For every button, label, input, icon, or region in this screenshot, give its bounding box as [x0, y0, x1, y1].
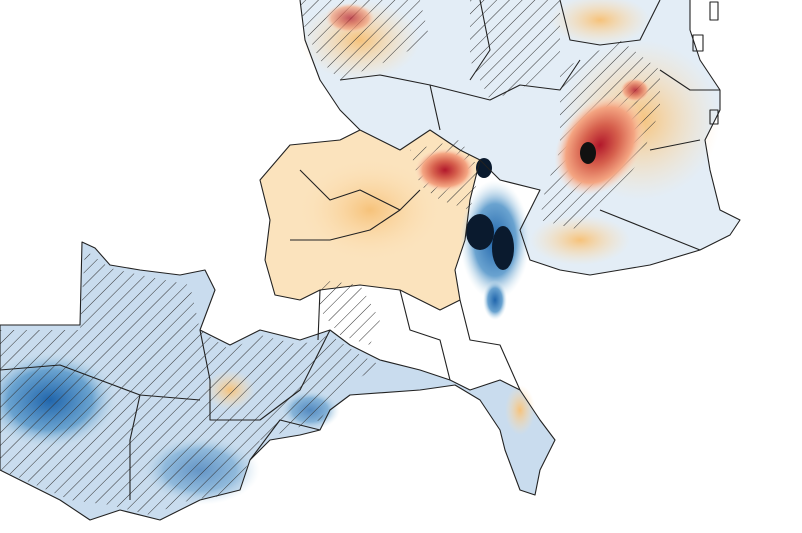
border: [469, 0, 491, 81]
border: [0, 241, 556, 521]
hatched-area: [470, 0, 560, 100]
hatched-area: [0, 250, 380, 515]
hatched-area: [320, 280, 380, 345]
border: [259, 129, 481, 311]
red-spot: [554, 94, 646, 196]
red-spot: [620, 78, 650, 102]
orange-area: [530, 215, 630, 265]
border: [249, 419, 321, 461]
orange-area: [550, 0, 650, 45]
border: [479, 0, 741, 276]
yellow-area: [505, 385, 535, 435]
island: [692, 34, 704, 52]
island: [709, 1, 719, 21]
island: [709, 109, 719, 125]
red-spot: [415, 148, 475, 192]
black-spot: [476, 158, 492, 178]
black-spot: [466, 214, 494, 250]
red-spot: [325, 3, 375, 33]
border: [649, 139, 701, 151]
border: [559, 0, 661, 46]
border: [399, 289, 451, 381]
border: [0, 364, 201, 401]
border: [290, 209, 401, 241]
border: [429, 59, 581, 101]
border: [317, 289, 321, 341]
border: [199, 329, 331, 421]
border: [339, 74, 441, 131]
blue-spot: [483, 280, 507, 320]
black-spot: [492, 226, 514, 270]
black-spot: [580, 142, 596, 164]
border: [659, 69, 720, 91]
border: [129, 394, 141, 500]
border: [299, 0, 361, 131]
border: [459, 299, 521, 391]
border: [599, 209, 701, 251]
border: [299, 169, 421, 211]
orange-area: [300, 160, 440, 260]
